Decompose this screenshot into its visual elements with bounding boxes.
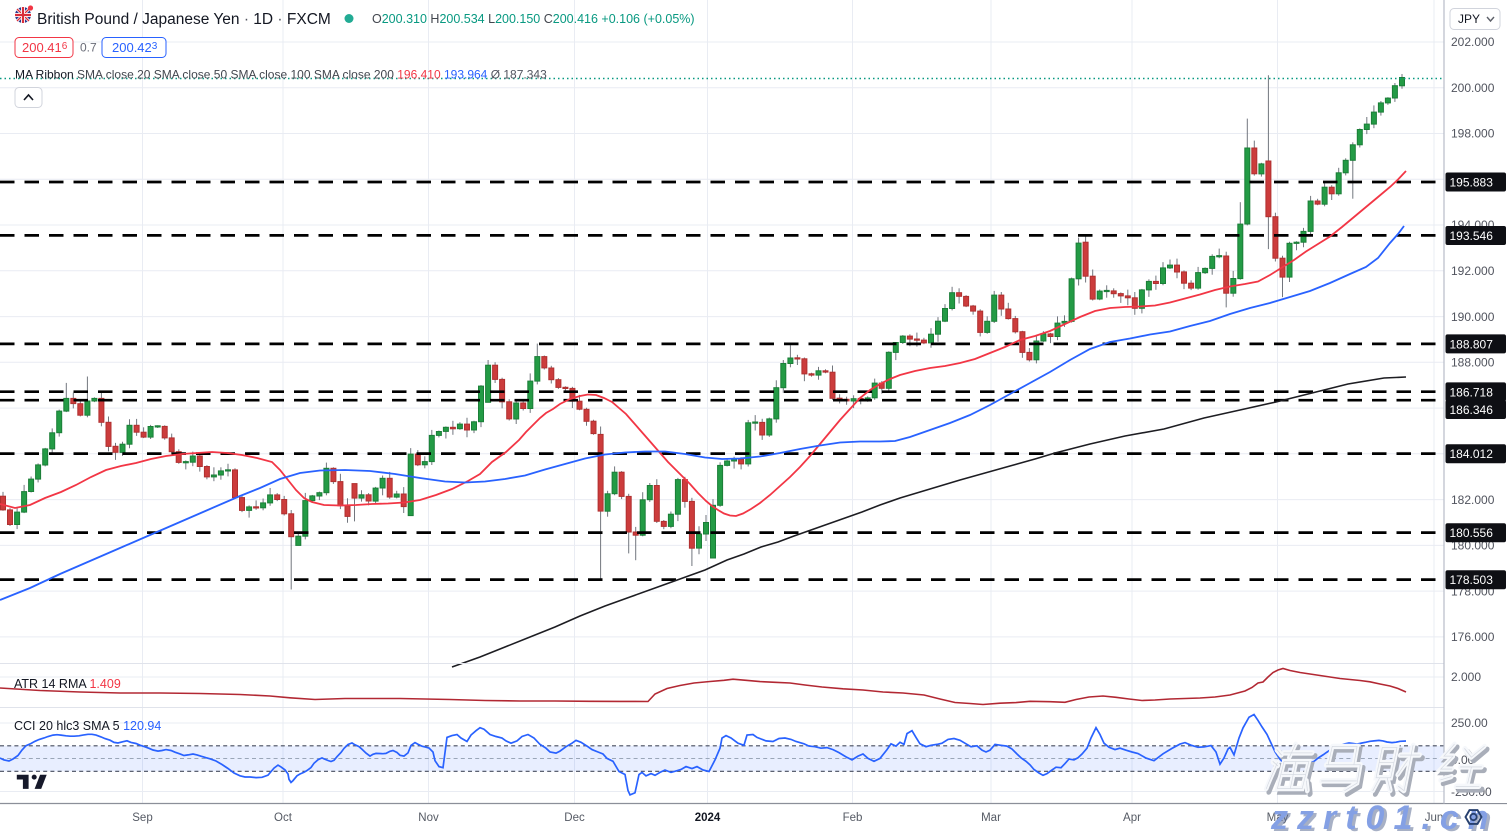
svg-text:Mar: Mar [981, 812, 1001, 824]
svg-text:MA Ribbon SMA close 20 SMA clo: MA Ribbon SMA close 20 SMA close 50 SMA … [15, 68, 547, 82]
svg-text:200.416: 200.416 [22, 40, 68, 55]
svg-text:192.000: 192.000 [1451, 264, 1495, 278]
svg-text:190.000: 190.000 [1451, 310, 1495, 324]
svg-text:188.807: 188.807 [1450, 337, 1494, 351]
svg-text:Sep: Sep [132, 812, 152, 824]
svg-text:British Pound / Japanese Yen ·: British Pound / Japanese Yen · 1D · FXCM [37, 11, 331, 28]
svg-text:2.000: 2.000 [1451, 670, 1481, 684]
svg-text:186.346: 186.346 [1450, 403, 1494, 417]
svg-text:zzrt01.cn: zzrt01.cn [1273, 801, 1501, 833]
svg-text:202.000: 202.000 [1451, 35, 1495, 49]
svg-text:JPY: JPY [1458, 12, 1480, 26]
svg-text:Nov: Nov [418, 812, 439, 824]
svg-text:200.000: 200.000 [1451, 81, 1495, 95]
svg-text:Apr: Apr [1123, 812, 1141, 824]
svg-text:198.000: 198.000 [1451, 127, 1495, 141]
svg-text:176.000: 176.000 [1451, 630, 1495, 644]
svg-text:184.012: 184.012 [1450, 447, 1494, 461]
svg-text:188.000: 188.000 [1451, 356, 1495, 370]
svg-text:O200.310 H200.534 L200.150 C20: O200.310 H200.534 L200.150 C200.416 +0.1… [372, 12, 695, 26]
svg-text:178.503: 178.503 [1450, 573, 1494, 587]
svg-text:182.000: 182.000 [1451, 493, 1495, 507]
svg-text:Feb: Feb [843, 812, 863, 824]
svg-text:250.00: 250.00 [1451, 716, 1488, 730]
svg-text:Dec: Dec [564, 812, 585, 824]
svg-text:193.546: 193.546 [1450, 229, 1494, 243]
svg-text:186.718: 186.718 [1450, 385, 1494, 399]
svg-text:Oct: Oct [274, 812, 293, 824]
svg-text:May: May [1267, 812, 1289, 824]
svg-text:180.556: 180.556 [1450, 526, 1494, 540]
svg-text:zzrt01.cn: zzrt01.cn [1270, 799, 1498, 833]
svg-text:195.883: 195.883 [1450, 175, 1494, 189]
svg-text:2024: 2024 [695, 812, 721, 824]
svg-text:0.7: 0.7 [80, 41, 97, 55]
svg-text:CCI 20 hlc3 SMA 5 120.94: CCI 20 hlc3 SMA 5 120.94 [14, 719, 161, 733]
svg-text:200.423: 200.423 [112, 40, 158, 55]
svg-text:Jun: Jun [1425, 812, 1444, 824]
svg-text:ATR 14 RMA 1.409: ATR 14 RMA 1.409 [14, 677, 121, 691]
